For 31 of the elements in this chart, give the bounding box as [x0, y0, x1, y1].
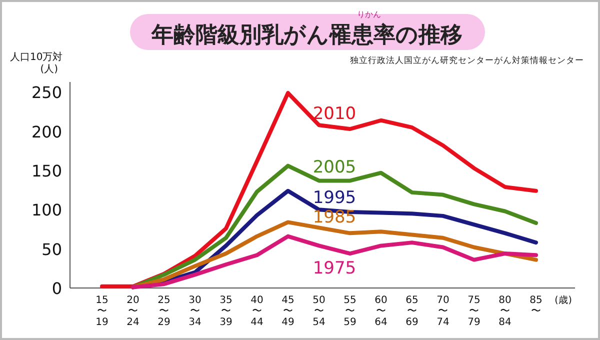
x-tick-label: 15〜19	[96, 295, 108, 328]
x-axis-title: (歳)	[554, 294, 572, 306]
x-tick-label: 40〜44	[250, 295, 264, 328]
y-tick-label: 50	[42, 240, 62, 259]
series-label: 1985	[312, 207, 356, 228]
x-tick-label: 80〜84	[498, 295, 512, 328]
x-tick-label: 65〜69	[406, 295, 418, 328]
x-tick-label: 25〜29	[158, 295, 170, 328]
y-axis-title: 人口10万対 (人)	[10, 51, 63, 75]
x-tick-label: 30〜34	[188, 295, 202, 328]
y-tick-label: 150	[31, 162, 62, 181]
x-tick-label: 50〜54	[312, 295, 326, 328]
series-label: 1995	[312, 188, 356, 208]
x-tick-label: 35〜39	[220, 295, 232, 328]
x-tick-label: 20〜24	[126, 295, 140, 328]
x-tick-label: 70〜74	[436, 295, 450, 328]
x-tick-label: 55〜59	[344, 295, 356, 328]
series-label: 1975	[312, 258, 356, 279]
x-tick-label: 85〜	[530, 295, 542, 317]
y-tick-label: 250	[31, 83, 62, 102]
text: りかん	[357, 10, 381, 19]
series-label: 2010	[312, 104, 356, 124]
chart-title: 年齢階級別乳がん罹患率の推移	[150, 22, 462, 48]
x-tick-label: 75〜79	[468, 295, 480, 328]
text: 独立行政法人国立がん研究センターがん対策情報センター	[350, 55, 584, 66]
x-tick-label: 60〜64	[374, 295, 388, 328]
series-label: 2005	[312, 158, 356, 178]
y-tick-label: 0	[52, 279, 62, 298]
y-tick-label: 100	[31, 200, 62, 220]
y-tick-label: 200	[31, 122, 62, 142]
x-tick-label: 45〜49	[282, 295, 294, 328]
